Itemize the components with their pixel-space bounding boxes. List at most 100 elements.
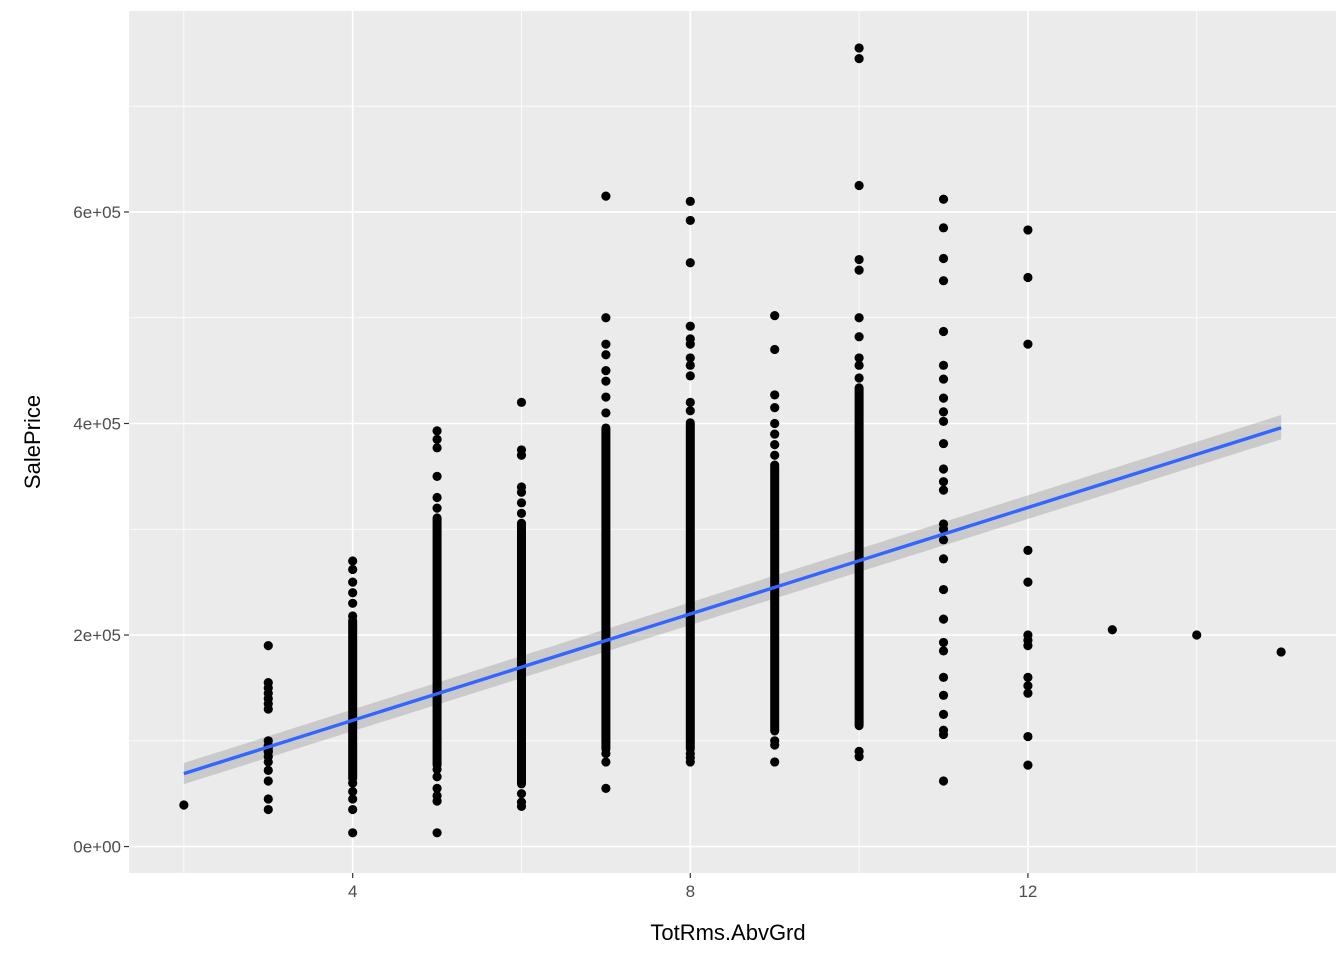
x-tick-label: 4 — [348, 882, 357, 901]
data-point — [685, 397, 695, 407]
data-point — [938, 637, 949, 648]
data-point — [854, 353, 864, 363]
data-point — [1023, 630, 1033, 640]
data-point — [938, 464, 949, 474]
data-point — [938, 360, 949, 370]
data-point — [263, 804, 273, 815]
data-point — [854, 332, 864, 342]
data-point — [854, 180, 864, 191]
data-point — [601, 376, 611, 386]
data-point — [854, 313, 864, 323]
data-point — [601, 757, 611, 767]
data-point — [938, 690, 949, 700]
data-point — [432, 426, 442, 436]
data-point — [1023, 225, 1033, 235]
data-point — [348, 794, 358, 804]
data-point — [854, 43, 864, 53]
data-point — [938, 326, 949, 337]
data-point — [770, 757, 780, 767]
data-point — [685, 339, 695, 349]
data-point — [601, 366, 611, 376]
data-point — [348, 577, 358, 587]
data-point — [432, 764, 442, 774]
data-point — [938, 519, 949, 529]
data-point — [432, 783, 442, 793]
data-point — [938, 416, 949, 426]
data-point — [516, 487, 527, 497]
data-point — [601, 392, 611, 402]
y-tick-label: 6e+05 — [73, 203, 121, 222]
data-point — [1023, 760, 1033, 770]
data-point — [770, 450, 780, 460]
dense-point-column — [685, 418, 695, 754]
data-point — [1023, 681, 1033, 691]
data-point — [938, 276, 949, 286]
y-axis-ticks: 0e+00 2e+05 4e+05 6e+05 — [73, 203, 129, 857]
data-point — [601, 313, 611, 323]
data-point — [432, 434, 442, 444]
regression-line — [183, 426, 1282, 776]
data-point — [348, 786, 358, 797]
data-point — [1023, 672, 1033, 682]
data-point — [685, 371, 695, 381]
data-point — [854, 254, 864, 265]
data-point — [432, 443, 442, 453]
data-point — [1192, 630, 1202, 640]
data-point — [938, 194, 949, 204]
data-point — [516, 450, 527, 460]
data-point — [516, 797, 527, 807]
data-point — [348, 564, 358, 575]
data-point — [1023, 731, 1033, 742]
data-point — [770, 403, 780, 413]
data-point — [516, 498, 527, 508]
data-point — [348, 778, 358, 788]
regression-line-layer — [183, 426, 1282, 776]
data-point — [938, 776, 949, 786]
y-tick-label: 4e+05 — [73, 414, 121, 433]
data-point — [685, 360, 695, 370]
data-point — [432, 791, 442, 801]
data-point — [1023, 688, 1033, 698]
data-point — [348, 598, 358, 608]
data-point — [601, 350, 611, 360]
y-axis-title: SalePrice — [20, 395, 45, 489]
data-point — [938, 485, 949, 495]
data-point — [601, 408, 611, 418]
data-point — [770, 311, 780, 321]
data-point — [601, 783, 611, 793]
data-point — [938, 614, 949, 624]
data-point — [938, 253, 949, 264]
data-point — [938, 535, 949, 545]
data-point — [938, 407, 949, 417]
dense-point-column — [854, 383, 864, 731]
data-point — [1023, 545, 1033, 556]
data-point — [685, 196, 695, 206]
data-point — [516, 397, 527, 407]
data-point — [770, 429, 780, 439]
data-point — [938, 393, 949, 403]
data-point — [938, 709, 949, 719]
data-point — [432, 772, 442, 782]
x-tick-label: 8 — [686, 882, 695, 901]
data-point — [854, 265, 864, 275]
data-point — [516, 508, 527, 518]
data-point — [263, 736, 273, 746]
dense-point-column — [770, 460, 780, 736]
x-tick-label: 12 — [1018, 882, 1037, 901]
data-point — [685, 258, 695, 268]
data-point — [432, 828, 442, 838]
points-layer — [179, 43, 1286, 838]
data-point — [263, 794, 273, 804]
dense-point-column — [432, 513, 442, 770]
data-point — [516, 789, 527, 799]
x-axis-ticks: 4 8 12 — [348, 873, 1037, 901]
data-point — [263, 641, 273, 651]
data-point — [348, 588, 358, 598]
data-point — [770, 390, 780, 400]
data-point — [770, 344, 780, 355]
data-point — [938, 223, 949, 233]
y-tick-label: 0e+00 — [73, 838, 121, 857]
y-tick-label: 2e+05 — [73, 626, 121, 645]
